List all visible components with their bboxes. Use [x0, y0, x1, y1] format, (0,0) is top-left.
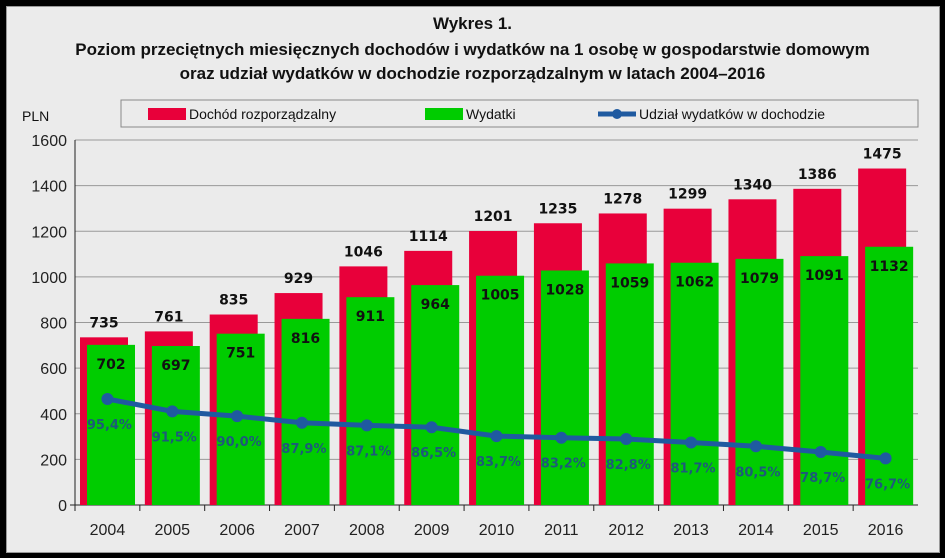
x-tick-label: 2014: [738, 522, 774, 539]
line-marker: [685, 436, 698, 449]
y-tick-label: 1400: [31, 179, 67, 196]
line-marker: [490, 430, 503, 443]
data-label-expenses: 702: [96, 357, 125, 373]
data-label-share: 83,7%: [476, 455, 521, 470]
data-label-share: 78,7%: [800, 471, 845, 486]
data-label-share: 83,2%: [541, 457, 586, 472]
bar-expenses: [735, 258, 784, 505]
x-tick-label: 2015: [803, 522, 839, 539]
y-tick-label: 1600: [31, 133, 67, 150]
y-tick-label: 0: [58, 498, 67, 515]
bar-expenses: [411, 285, 460, 505]
legend-box: [120, 99, 919, 128]
bar-expenses: [800, 256, 849, 505]
legend-label: Dochód rozporządzalny: [189, 106, 336, 122]
x-tick-label: 2016: [868, 522, 904, 539]
data-label-income: 761: [154, 309, 183, 325]
data-label-share: 86,5%: [411, 446, 456, 461]
data-label-income: 1114: [409, 229, 448, 245]
data-label-share: 82,8%: [606, 458, 651, 473]
data-label-expenses: 1091: [805, 268, 844, 284]
data-label-income: 835: [219, 293, 248, 309]
data-label-income: 1340: [733, 177, 772, 193]
line-marker: [879, 452, 892, 465]
line-marker: [166, 405, 179, 418]
legend-swatch: [148, 108, 186, 120]
data-label-share: 81,7%: [670, 461, 715, 476]
data-label-expenses: 964: [421, 297, 450, 313]
bar-expenses: [87, 344, 135, 505]
data-label-share: 80,5%: [735, 465, 780, 480]
bar-expenses: [670, 262, 719, 505]
data-label-expenses: 751: [226, 346, 255, 362]
data-label-share: 95,4%: [87, 418, 132, 433]
line-marker: [814, 445, 827, 458]
line-marker: [620, 432, 633, 445]
legend-label: Wydatki: [466, 106, 516, 122]
data-label-share: 91,5%: [152, 430, 197, 445]
data-label-share: 90,0%: [217, 435, 262, 450]
bar-expenses: [476, 275, 525, 505]
x-tick-label: 2005: [154, 522, 190, 539]
y-tick-label: 1200: [31, 224, 67, 241]
chart-subtitle-1: Poziom przeciętnych miesięcznych dochodó…: [75, 40, 870, 59]
bar-expenses: [605, 263, 654, 505]
line-marker: [101, 392, 114, 405]
bar-expenses: [865, 246, 914, 505]
y-tick-label: 1000: [31, 270, 67, 287]
data-label-expenses: 1062: [675, 275, 714, 291]
data-label-income: 929: [284, 271, 313, 287]
data-label-income: 1386: [798, 167, 837, 183]
line-marker: [749, 440, 762, 453]
data-label-income: 735: [89, 315, 118, 331]
line-marker: [231, 410, 244, 423]
line-marker: [295, 416, 308, 429]
y-axis-label: PLN: [22, 108, 49, 124]
chart-subtitle-2: oraz udział wydatków w dochodzie rozporz…: [179, 64, 766, 83]
data-label-income: 1201: [474, 209, 513, 225]
x-tick-label: 2013: [673, 522, 709, 539]
x-tick-label: 2011: [544, 522, 579, 539]
chart-title: Wykres 1.: [432, 14, 513, 33]
data-label-income: 1475: [863, 147, 902, 163]
data-label-expenses: 1005: [481, 288, 520, 304]
y-tick-label: 400: [40, 407, 67, 424]
x-tick-label: 2007: [284, 522, 320, 539]
line-marker: [555, 431, 568, 444]
data-label-share: 76,7%: [865, 477, 910, 492]
data-label-expenses: 1132: [870, 259, 909, 275]
bar-expenses: [281, 318, 330, 505]
x-tick-label: 2012: [608, 522, 644, 539]
legend-marker: [612, 109, 622, 119]
bar-expenses: [346, 297, 395, 505]
legend-swatch: [425, 108, 463, 120]
x-tick-label: 2010: [479, 522, 515, 539]
x-tick-label: 2006: [219, 522, 255, 539]
bar-expenses: [151, 345, 200, 505]
y-tick-label: 200: [40, 452, 67, 469]
data-label-expenses: 1028: [545, 282, 584, 298]
data-label-share: 87,1%: [346, 444, 391, 459]
data-label-income: 1235: [538, 201, 577, 217]
x-tick-label: 2004: [90, 522, 126, 539]
data-label-share: 87,9%: [281, 442, 326, 457]
x-tick-label: 2008: [349, 522, 385, 539]
legend-label: Udział wydatków w dochodzie: [639, 106, 825, 122]
line-marker: [425, 421, 438, 434]
data-label-expenses: 1059: [610, 275, 649, 291]
data-label-income: 1278: [603, 191, 642, 207]
x-tick-label: 2009: [414, 522, 450, 539]
data-label-expenses: 911: [356, 309, 385, 325]
data-label-expenses: 697: [161, 358, 190, 374]
data-label-income: 1046: [344, 244, 383, 260]
y-tick-label: 600: [40, 361, 67, 378]
bar-expenses: [540, 270, 589, 505]
line-marker: [360, 419, 373, 432]
y-tick-label: 800: [40, 316, 67, 333]
data-label-expenses: 816: [291, 331, 320, 347]
data-label-expenses: 1079: [740, 271, 779, 287]
data-label-income: 1299: [668, 187, 707, 203]
